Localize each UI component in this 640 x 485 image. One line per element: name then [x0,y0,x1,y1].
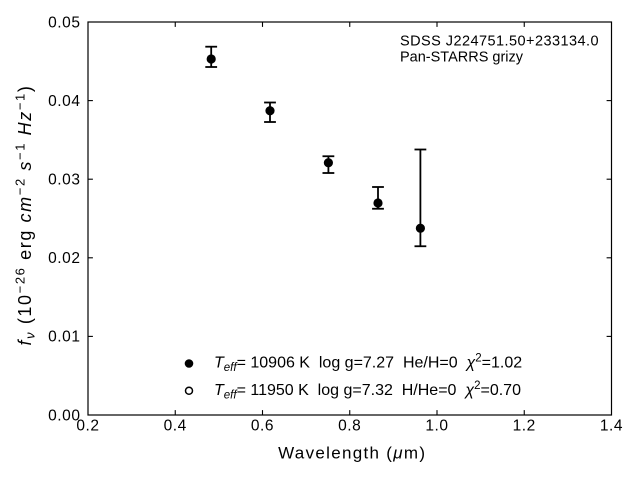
svg-text:1.0: 1.0 [425,418,448,435]
svg-text:1.4: 1.4 [600,418,623,435]
svg-text:0.02: 0.02 [48,250,80,267]
svg-text:0.05: 0.05 [48,14,80,31]
svg-text:0.00: 0.00 [48,407,80,424]
svg-text:0.6: 0.6 [251,418,274,435]
svg-text:0.8: 0.8 [338,418,361,435]
svg-text:fν (10−26 erg cm−2 s−1 Hz−1): fν (10−26 erg cm−2 s−1 Hz−1) [13,85,38,346]
svg-text:0.2: 0.2 [76,418,99,435]
svg-text:Pan-STARRS grizy: Pan-STARRS grizy [400,50,524,66]
svg-text:0.01: 0.01 [48,329,80,346]
svg-text:1.2: 1.2 [513,418,536,435]
svg-text:Wavelength (μm): Wavelength (μm) [278,444,426,463]
svg-text:0.03: 0.03 [48,172,80,189]
svg-text:0.04: 0.04 [48,93,80,110]
svg-text:SDSS J224751.50+233134.0: SDSS J224751.50+233134.0 [400,34,599,50]
svg-text:Teff= 10906 K log g=7.27 He/: Teff= 10906 K log g=7.27 He/H=0 χ2=1.02 [214,353,522,375]
svg-text:0.4: 0.4 [164,418,187,435]
svg-text:Teff= 11950 K log g=7.32 H/H: Teff= 11950 K log g=7.32 H/He=0 χ2=0.70 [214,380,521,402]
